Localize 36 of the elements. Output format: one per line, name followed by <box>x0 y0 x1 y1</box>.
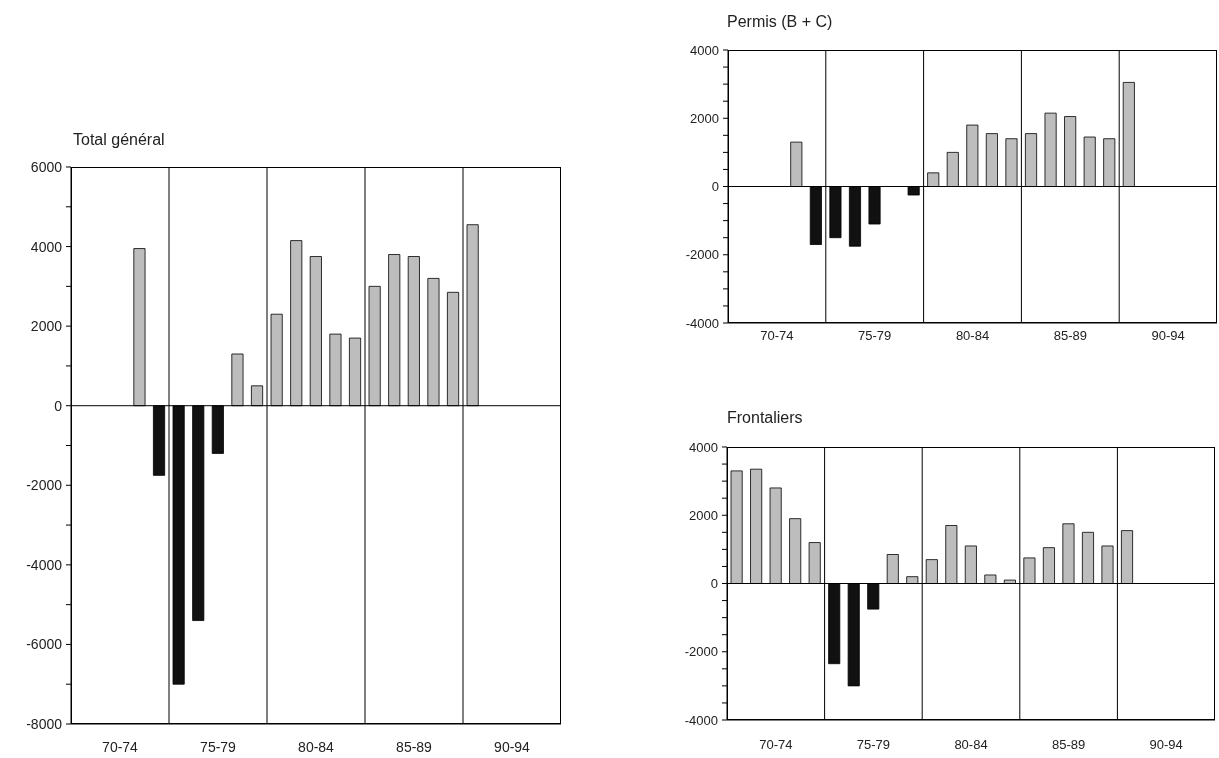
y-tick-label: 0 <box>711 179 719 195</box>
y-tick-label: -4000 <box>684 712 718 728</box>
chart-title: Frontaliers <box>727 408 803 427</box>
y-tick-label: 4000 <box>30 238 63 255</box>
x-tick-label: 80-84 <box>955 328 990 344</box>
y-tick-label: -4000 <box>685 315 719 331</box>
y-tick-label: -2000 <box>26 477 63 494</box>
x-tick-label: 80-84 <box>954 737 988 753</box>
y-tick-label: 0 <box>710 576 718 592</box>
y-tick-label: -4000 <box>26 556 63 573</box>
x-tick-label: 80-84 <box>298 738 335 755</box>
x-tick-label: 90-94 <box>1149 737 1183 753</box>
y-tick-label: 2000 <box>30 318 63 335</box>
y-tick-label: 4000 <box>689 439 718 455</box>
x-tick-label: 70-74 <box>759 737 793 753</box>
x-tick-label: 75-79 <box>858 328 892 344</box>
y-tick-label: -6000 <box>26 636 63 653</box>
y-tick-label: -2000 <box>684 644 718 660</box>
x-tick-label: 70-74 <box>102 738 139 755</box>
y-tick-label: 2000 <box>689 507 718 523</box>
y-tick-label: 0 <box>54 397 63 414</box>
y-tick-label: -8000 <box>26 715 63 732</box>
y-tick-label: 4000 <box>690 42 719 58</box>
y-tick-label: 6000 <box>30 158 63 175</box>
x-tick-label: 85-89 <box>396 738 433 755</box>
y-tick-label: -2000 <box>685 247 719 263</box>
chart-title: Permis (B + C) <box>727 12 833 31</box>
x-tick-label: 75-79 <box>856 737 891 753</box>
x-tick-label: 75-79 <box>200 738 237 755</box>
x-tick-label: 70-74 <box>760 328 794 344</box>
x-tick-label: 85-89 <box>1053 328 1087 344</box>
y-tick-label: 2000 <box>690 110 719 126</box>
x-tick-label: 85-89 <box>1051 737 1086 753</box>
chart-title: Total général <box>73 130 165 149</box>
x-tick-label: 90-94 <box>494 738 531 755</box>
x-tick-label: 90-94 <box>1151 328 1185 344</box>
